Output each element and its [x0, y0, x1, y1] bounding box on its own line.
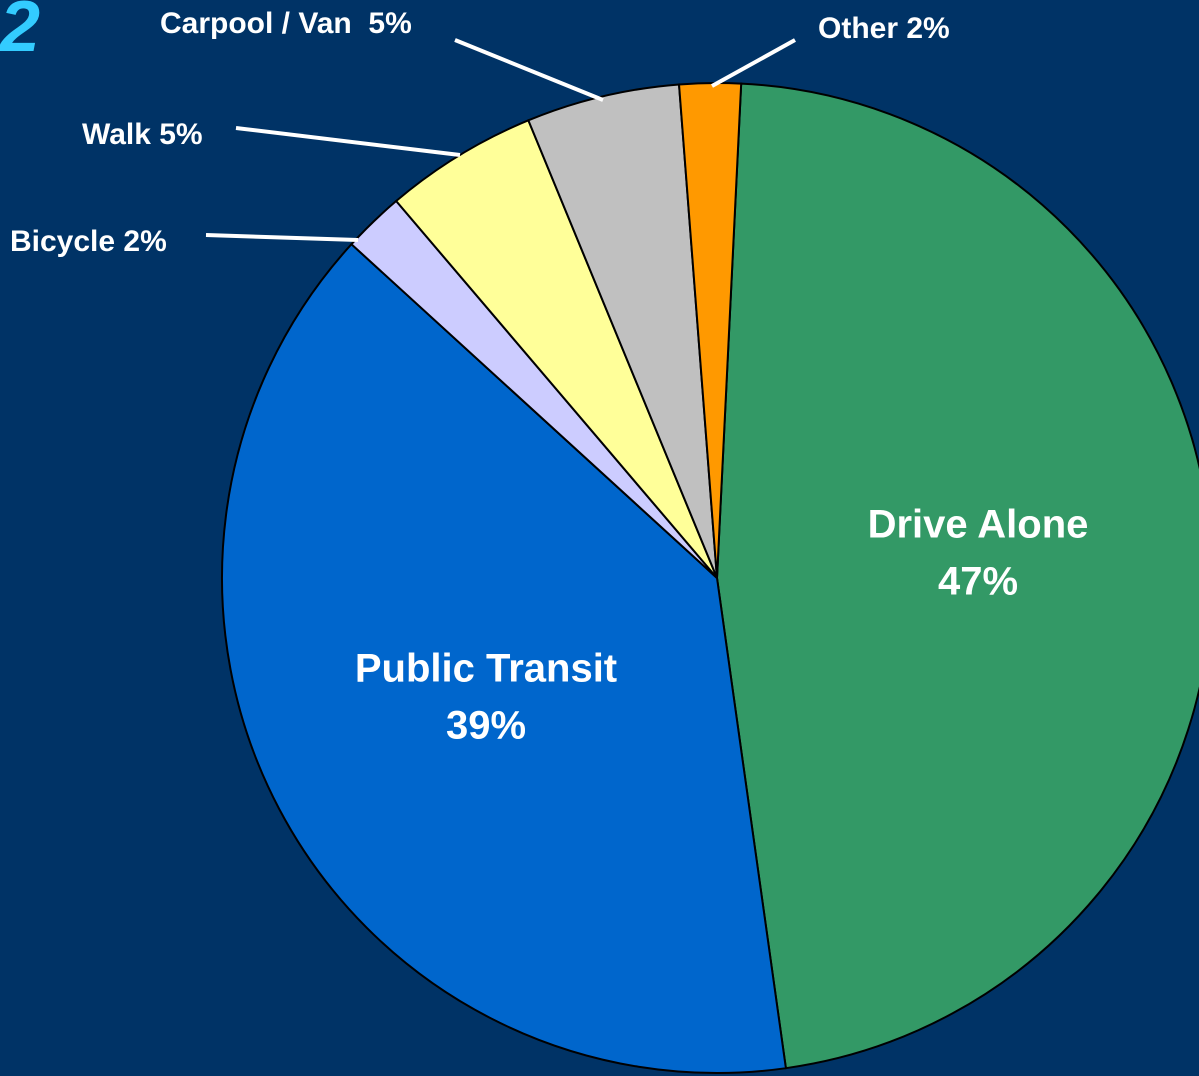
slice-label: Walk 5%: [82, 118, 203, 151]
pie-slice: [221, 242, 788, 1074]
leader-line: [711, 38, 796, 88]
slice-category: Bicycle: [10, 225, 115, 258]
slice-label: Bicycle 2%: [10, 225, 167, 258]
slide-number: 2: [0, 0, 40, 67]
slice-value-label: 5%: [159, 118, 202, 151]
slice-value-label: 2%: [123, 225, 166, 258]
slice-label: Carpool / Van 5%: [160, 7, 412, 40]
leader-line: [235, 126, 461, 157]
pie-slice: [527, 83, 718, 579]
slice-value-label: 5%: [368, 7, 411, 40]
slice-value-label: 39%: [446, 704, 526, 748]
leader-line: [205, 233, 359, 242]
slice-category: Other: [818, 12, 898, 45]
slice-label: Other 2%: [818, 12, 950, 45]
slice-value-label: 2%: [906, 12, 949, 45]
slice-label: Drive Alone: [868, 503, 1089, 547]
slice-label: Public Transit: [355, 647, 617, 691]
leader-line: [454, 38, 604, 102]
slice-category: Carpool / Van: [160, 7, 352, 40]
slice-category: Walk: [82, 118, 151, 151]
pie-slice: [715, 82, 1199, 1070]
pie-slice: [677, 82, 743, 579]
slice-value-label: 47%: [938, 560, 1018, 604]
